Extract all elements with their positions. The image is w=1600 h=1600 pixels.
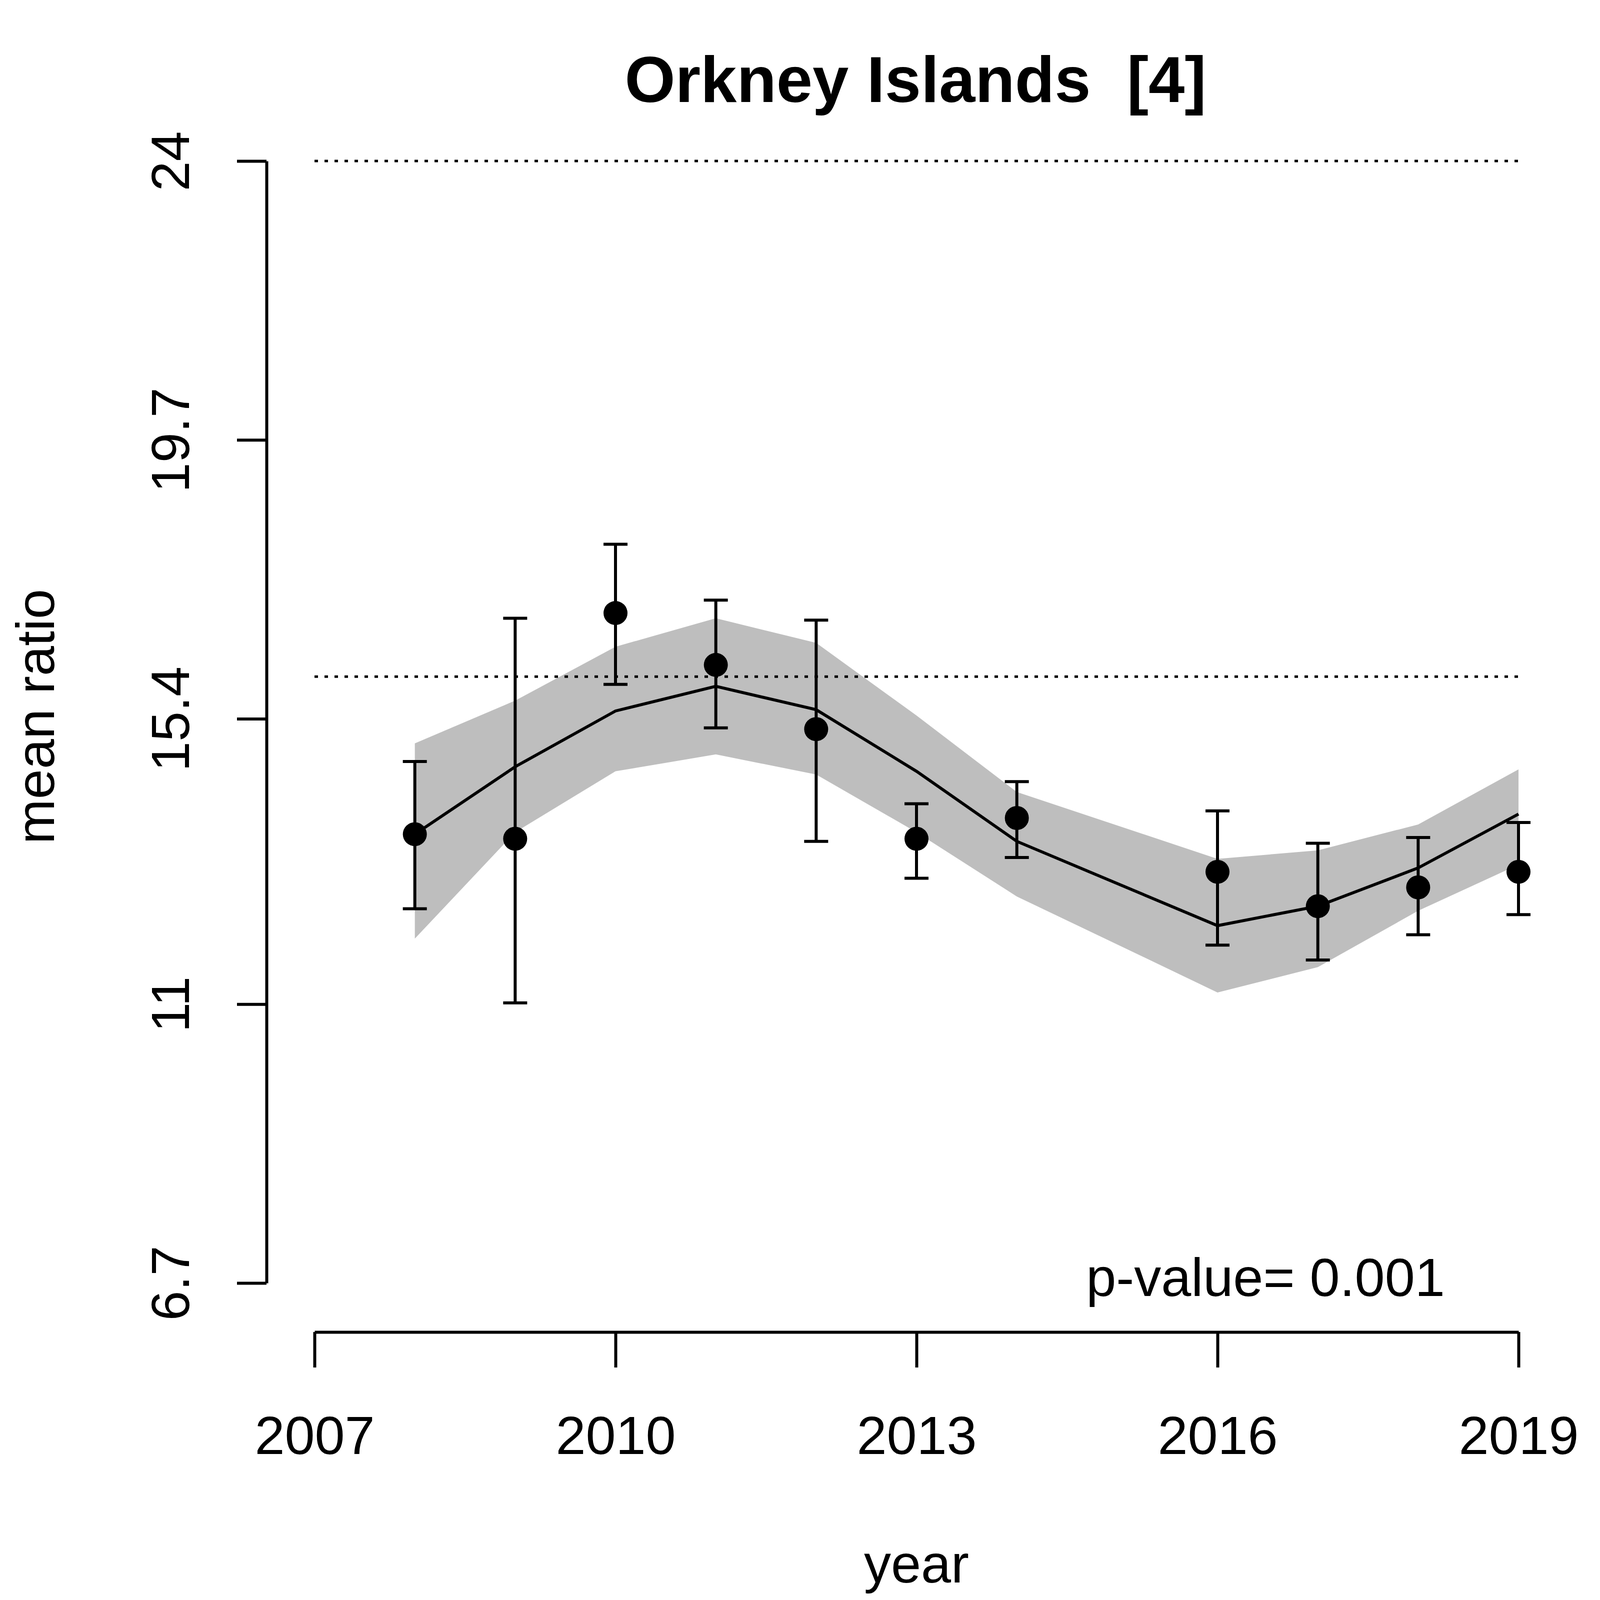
x-tick-mark (614, 1332, 618, 1368)
y-tick-label: 15.4 (140, 666, 201, 772)
error-bar (1005, 781, 1029, 858)
confidence-band (415, 618, 1519, 992)
error-bar (1306, 843, 1330, 960)
x-tick-mark (915, 1332, 919, 1368)
y-axis-title: mean ratio (5, 589, 66, 844)
data-point (503, 826, 527, 851)
error-bar (403, 761, 427, 909)
plot-area (314, 161, 1531, 1003)
data-point (1205, 860, 1230, 884)
error-bar-segment (704, 598, 728, 602)
x-tick-label: 2013 (856, 1405, 977, 1466)
error-bar-segment (603, 683, 628, 686)
y-tick-label: 24 (140, 131, 201, 191)
error-bar (804, 620, 828, 841)
chart: 6.7 11 15.4 19.7 24 2007 2010 2013 2016 2019 Orkne… (0, 0, 1600, 1600)
data-point (603, 601, 628, 625)
error-bar-segment (403, 760, 427, 763)
error-bar-segment (403, 907, 427, 911)
x-axis: 2007 2010 2013 2016 2019 (254, 1332, 1579, 1466)
error-bar-segment (1506, 821, 1531, 824)
y-axis: 6.7 11 15.4 19.7 24 (140, 131, 267, 1321)
x-tick: 2010 (555, 1332, 676, 1466)
data-point (804, 717, 828, 741)
error-bar-segment (1406, 836, 1430, 839)
y-tick: 11 (140, 976, 267, 1033)
error-bar-segment (503, 1001, 527, 1005)
data-point (1306, 894, 1330, 918)
data-point (904, 826, 929, 851)
data-point (1506, 860, 1531, 884)
error-bar-segment (904, 802, 929, 805)
data-point (1406, 875, 1430, 900)
error-bar-segment (503, 616, 527, 620)
y-tick-label: 11 (140, 976, 201, 1033)
error-bar-segment (513, 618, 517, 1003)
error-bar-segment (1306, 842, 1330, 845)
x-tick-label: 2007 (254, 1405, 375, 1466)
x-tick-mark (1216, 1332, 1220, 1368)
x-axis-title: year (864, 1533, 969, 1594)
x-tick: 2013 (856, 1332, 977, 1466)
error-bar-segment (1506, 913, 1531, 916)
y-axis-line (265, 161, 269, 1284)
x-tick-label: 2019 (1458, 1405, 1579, 1466)
error-bar-segment (804, 840, 828, 843)
y-tick: 15.4 (140, 666, 267, 772)
data-point (1005, 806, 1029, 830)
error-bar-segment (1205, 943, 1230, 947)
y-tick-label: 6.7 (140, 1245, 201, 1321)
x-tick: 2016 (1157, 1332, 1278, 1466)
fit-line (415, 686, 1519, 926)
y-tick: 24 (140, 131, 267, 191)
error-bar-segment (1406, 933, 1430, 936)
x-tick-label: 2016 (1157, 1405, 1278, 1466)
error-bar (603, 544, 628, 685)
error-bar-segment (1205, 809, 1230, 813)
y-tick-mark (237, 160, 267, 163)
y-tick-mark (237, 1003, 267, 1006)
error-bar (704, 600, 728, 728)
y-tick-label: 19.7 (140, 387, 201, 493)
x-tick: 2007 (254, 1332, 375, 1466)
annotation: p-value= 0.001 (1086, 1247, 1445, 1308)
error-bar-segment (804, 618, 828, 622)
error-bar-segment (1306, 958, 1330, 962)
error-bar-segment (603, 543, 628, 546)
error-bar-segment (704, 726, 728, 730)
error-bar (1406, 837, 1430, 935)
reference-line (314, 675, 1519, 678)
x-tick-mark (1517, 1332, 1521, 1368)
error-bar-segment (1005, 856, 1029, 859)
error-bar (1205, 811, 1230, 946)
x-tick-mark (313, 1332, 317, 1368)
error-bar-segment (904, 877, 929, 880)
y-tick: 19.7 (140, 387, 267, 493)
reference-line (314, 160, 1519, 163)
y-tick-mark (237, 717, 267, 721)
y-tick-mark (237, 438, 267, 442)
error-bar (1506, 822, 1531, 915)
error-bar (503, 618, 527, 1003)
data-point (403, 822, 427, 846)
data-point (704, 653, 728, 677)
error-bar-segment (1005, 780, 1029, 783)
x-tick: 2019 (1458, 1332, 1579, 1466)
y-tick-mark (237, 1282, 267, 1285)
error-bar (904, 803, 929, 878)
y-tick: 6.7 (140, 1245, 267, 1321)
title: Orkney Islands [4] (624, 43, 1206, 116)
x-tick-label: 2010 (555, 1405, 676, 1466)
